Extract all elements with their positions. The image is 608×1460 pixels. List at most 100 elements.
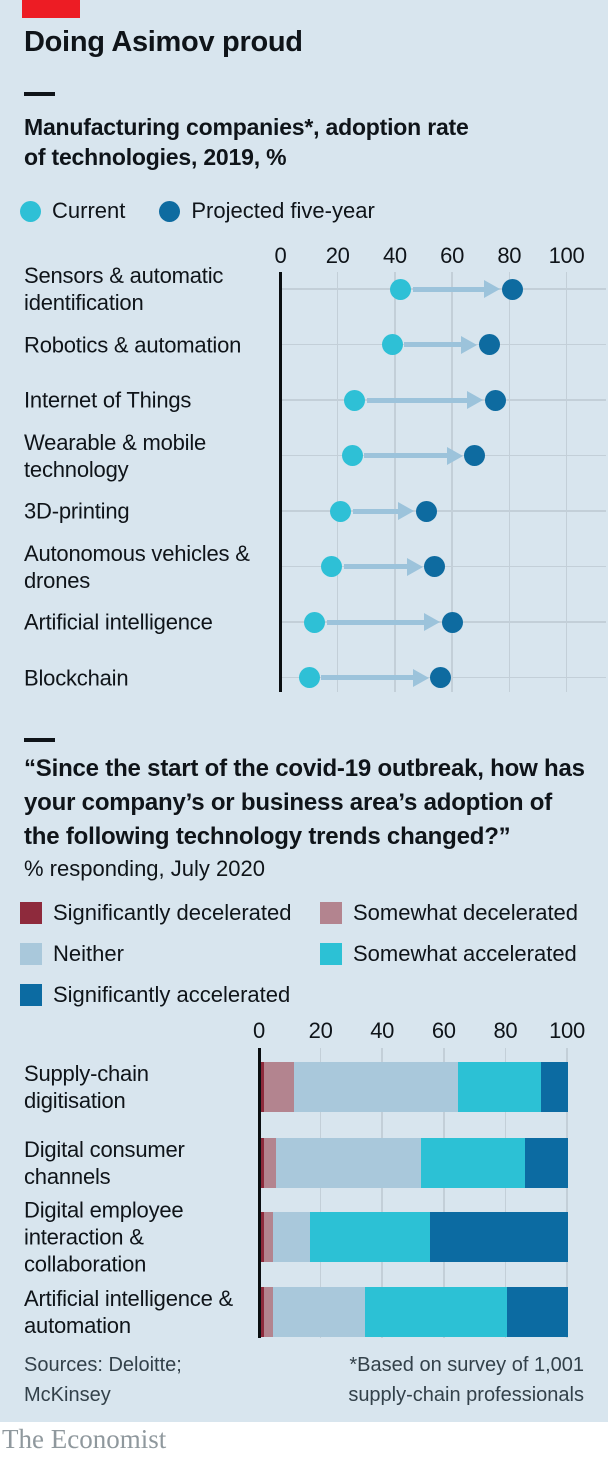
change-arrow-head [412,668,429,687]
current-dot [298,667,320,688]
bar-segment [272,1212,310,1262]
grid-line-vertical [451,272,453,692]
x-tick-label: 40 [370,1018,395,1043]
x-tick-label: 100 [549,1018,585,1043]
change-arrow [326,619,427,625]
change-arrow [412,286,487,292]
x-tick-label: 60 [431,1018,456,1043]
current-dot [321,556,343,577]
stacked-bar [260,1212,569,1262]
change-arrow-head [461,335,478,354]
change-arrow [404,342,464,347]
x-tick-label: 20 [325,243,350,268]
change-arrow [364,453,449,458]
legend-label: Neither [53,941,124,966]
grid-line-vertical [504,1048,507,1338]
legend-swatch-icon [320,902,342,924]
change-arrow-head [484,280,501,298]
legend-dot-icon [159,200,181,222]
x-tick-label: 0 [253,1018,265,1043]
current-dot [390,278,412,300]
bar-segment [365,1287,507,1337]
projected-dot [464,445,486,466]
category-label: Autonomous vehicles & drones [24,540,250,593]
chart1-subtitle: Manufacturing companies*, adoption rate … [24,114,469,170]
chart2-legend: Significantly decelerated Somewhat decele… [20,900,595,1008]
legend-item: Significantly decelerated [20,900,320,926]
legend-label: Projected five-year [191,198,375,223]
change-arrow [343,564,409,569]
category-label: 3D-printing [24,498,130,524]
covid-adoption-chart: 0 20 40 60 80 100 Supply-chain digitisation Dig… [0,1018,608,1348]
x-tick-label: 100 [548,243,585,268]
legend-item: Current [20,198,125,224]
projected-dot [424,556,446,577]
section-rule-top [24,92,55,96]
category-label: Sensors & automatic identification [24,263,224,315]
bar-segment [275,1138,421,1188]
bar-segment [260,1287,264,1337]
change-arrow-head [406,557,423,576]
section-rule-middle [24,738,55,742]
projected-dot [441,611,463,633]
current-dot [341,445,363,466]
change-arrow [321,675,415,680]
category-label: Internet of Things [24,387,192,413]
category-label: Robotics & automation [24,332,242,357]
y-axis-line [279,272,282,692]
legend-label: Somewhat decelerated [353,900,579,925]
publication-logo: The Economist [2,1424,167,1454]
projected-dot [501,278,523,300]
brand-red-tab [22,0,80,18]
category-label: Blockchain [24,665,129,690]
bar-segment [457,1062,541,1112]
category-label: Digital employee interaction & collabora… [24,1197,184,1277]
change-arrow-head [467,391,483,409]
legend-item: Somewhat decelerated [320,900,595,926]
grid-line-vertical [381,1048,383,1338]
legend-label: Somewhat accelerated [353,941,577,966]
legend-label: Significantly accelerated [53,982,291,1007]
projected-dot [478,334,500,355]
bar-segment [506,1287,569,1337]
category-label: Wearable & mobile technology [24,429,207,482]
current-dot [330,500,352,522]
bar-segment [263,1138,276,1188]
bar-segment [263,1062,295,1112]
bar-segment [309,1212,430,1262]
chart2-subtitle: % responding, July 2020 [24,856,265,881]
grid-line-vertical [443,1048,445,1338]
change-arrow [352,508,401,514]
bar-segment [420,1138,526,1188]
projected-dot [415,500,437,522]
footnote-text: *Based on survey of 1,001 supply-chain p… [348,1354,584,1406]
category-label: Supply-chain digitisation [24,1061,149,1113]
current-dot [381,334,403,355]
x-tick-label: 60 [440,243,465,268]
legend-item: Neither [20,941,320,967]
change-arrow-head [424,613,441,631]
legend-swatch-icon [20,984,42,1006]
projected-dot [484,389,506,411]
bar-segment [272,1287,366,1337]
legend-label: Significantly decelerated [53,900,292,925]
legend-swatch-icon [320,943,342,965]
bar-segment [260,1212,264,1262]
bar-segment [525,1138,569,1188]
change-arrow-head [446,446,463,465]
grid-line-vertical [566,1048,568,1338]
current-dot [344,389,366,411]
sources-text: Sources: Deloitte; McKinsey [24,1354,182,1406]
x-tick-label: 0 [274,243,287,268]
legend-item: Projected five-year [159,198,375,224]
bar-segment [263,1287,273,1337]
legend-swatch-icon [20,943,42,965]
category-label: Artificial intelligence [24,609,213,635]
current-dot [304,611,326,633]
stacked-bar [260,1287,569,1337]
grid-line-vertical [565,272,568,692]
category-label: Artificial intelligence & automation [24,1286,233,1338]
change-arrow [366,397,469,403]
legend-swatch-icon [20,902,42,924]
